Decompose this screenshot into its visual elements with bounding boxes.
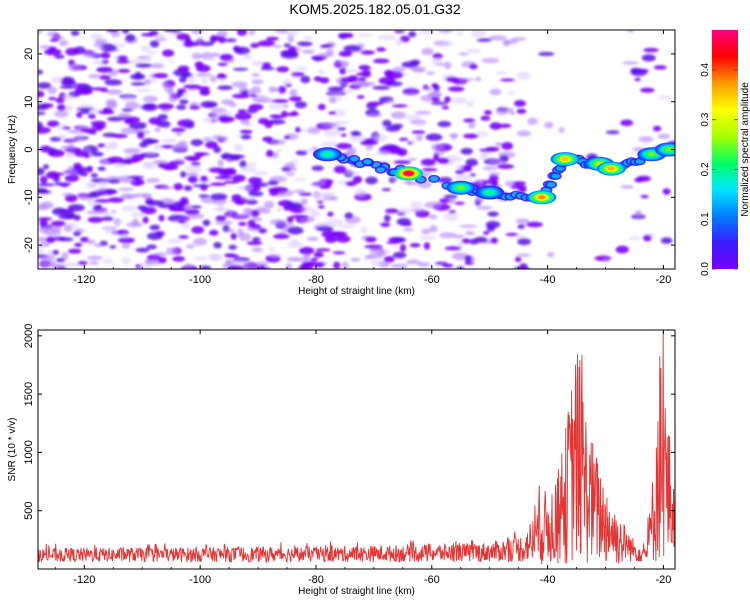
snr-ytick-label: 500 [23,502,35,520]
heatmap-feature-1 [313,147,342,162]
snr-axes: -120 -100 -80 -60 -40 -20 500 1000 1500 2000 Heigh… [7,324,675,597]
snr-series-line [38,330,675,565]
snr-ytick-label: 1000 [23,440,35,464]
spectrogram-xtick-label: -100 [189,274,211,286]
spectrogram-ytick-label: 0 [23,146,35,152]
spectrogram-ytick-label: -20 [23,237,35,253]
spectrogram-xtick-label: -40 [540,274,556,286]
snr-xtick-label: -20 [655,574,671,586]
spectrogram-xtick-label: -80 [308,274,324,286]
snr-panel: -120 -100 -80 -60 -40 -20 500 1000 1500 2000 Heigh… [7,324,676,597]
spectrogram-ytick-label: -10 [23,189,35,205]
spectrogram-heatmap [38,30,675,269]
snr-xtick-label: -100 [189,574,211,586]
colorbar-tick-label: 0.0 [700,262,711,276]
snr-xtick-label: -80 [308,574,324,586]
heatmap-feature-9 [654,142,675,157]
colorbar: 0.0 0.1 0.2 0.3 0.4 Normalized spectral ampli… [700,30,750,276]
colorbar-tick-label: 0.4 [700,62,711,76]
spectrogram-xtick-label: -120 [73,274,95,286]
heatmap-feature-4 [527,190,557,205]
heatmap-feature-7 [596,161,626,176]
snr-ylabel: SNR (10 * v/v) [7,418,18,482]
heatmap-feature-5 [550,152,580,167]
spectrogram-xtick-label: -60 [424,274,440,286]
snr-ytick-label: 2000 [23,324,35,348]
spectrogram-ytick-label: 20 [23,48,35,60]
spectrogram-ytick-label: 10 [23,96,35,108]
snr-frame [37,329,676,570]
snr-ytick-label: 1500 [23,382,35,406]
heatmap-noise-blobs [38,30,675,269]
heatmap-feature-3 [475,185,505,200]
spectrogram-ylabel: Frequency (Hz) [7,115,18,184]
heatmap-feature-0 [394,166,424,181]
spectrogram-xlabel: Height of straight line (km) [298,286,415,297]
colorbar-label: Normalized spectral amplitude [740,82,750,217]
colorbar-tick-label: 0.2 [700,162,711,176]
heatmap-feature-2 [446,180,476,195]
colorbar-tick-label: 0.3 [700,112,711,126]
snr-line-layer [38,330,675,565]
colorbar-gradient [712,30,738,269]
spectrogram-xtick-label: -20 [655,274,671,286]
chart-title: KOM5.2025.182.05.01.G32 [289,1,461,17]
colorbar-tick-label: 0.1 [700,212,711,226]
snr-xtick-label: -60 [424,574,440,586]
snr-xtick-label: -120 [73,574,95,586]
snr-xtick-label: -40 [540,574,556,586]
snr-xlabel: Height of straight line (km) [298,586,415,597]
